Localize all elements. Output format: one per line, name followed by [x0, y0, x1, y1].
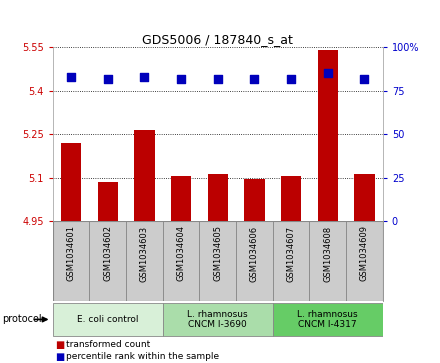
- Text: GSM1034608: GSM1034608: [323, 225, 332, 282]
- Bar: [53, 303, 163, 336]
- Point: [251, 76, 258, 81]
- Bar: [346, 221, 383, 301]
- Text: L. rhamnosus
CNCM I-3690: L. rhamnosus CNCM I-3690: [187, 310, 248, 329]
- Point: [141, 74, 148, 80]
- Text: GSM1034602: GSM1034602: [103, 225, 112, 281]
- Bar: [318, 50, 338, 221]
- Text: ■: ■: [55, 352, 64, 362]
- Bar: [89, 221, 126, 301]
- Point: [104, 76, 111, 81]
- Text: GSM1034606: GSM1034606: [250, 225, 259, 282]
- Point: [214, 76, 221, 81]
- Point: [324, 70, 331, 76]
- Text: percentile rank within the sample: percentile rank within the sample: [66, 352, 219, 361]
- Bar: [163, 221, 199, 301]
- Text: GSM1034604: GSM1034604: [176, 225, 186, 281]
- Text: transformed count: transformed count: [66, 340, 150, 349]
- Bar: [53, 221, 89, 301]
- Text: GSM1034601: GSM1034601: [66, 225, 76, 281]
- Point: [178, 76, 185, 81]
- Bar: [281, 176, 301, 221]
- Bar: [199, 221, 236, 301]
- Text: L. rhamnosus
CNCM I-4317: L. rhamnosus CNCM I-4317: [297, 310, 358, 329]
- Bar: [98, 182, 118, 221]
- Bar: [163, 303, 273, 336]
- Text: protocol: protocol: [2, 314, 42, 325]
- Bar: [236, 221, 273, 301]
- Point: [288, 76, 295, 81]
- Point: [361, 76, 368, 81]
- Bar: [208, 174, 228, 221]
- Bar: [126, 221, 163, 301]
- Text: GSM1034603: GSM1034603: [140, 225, 149, 282]
- Bar: [134, 130, 154, 221]
- Text: GSM1034609: GSM1034609: [360, 225, 369, 281]
- Point: [68, 74, 75, 80]
- Text: GSM1034605: GSM1034605: [213, 225, 222, 281]
- Text: ■: ■: [55, 340, 64, 350]
- Bar: [244, 179, 264, 221]
- Bar: [273, 221, 309, 301]
- Bar: [171, 176, 191, 221]
- Bar: [354, 174, 374, 221]
- Bar: [273, 303, 383, 336]
- Text: E. coli control: E. coli control: [77, 315, 139, 324]
- Bar: [309, 221, 346, 301]
- Bar: [61, 143, 81, 221]
- Text: GSM1034607: GSM1034607: [286, 225, 296, 282]
- Title: GDS5006 / 187840_s_at: GDS5006 / 187840_s_at: [143, 33, 293, 46]
